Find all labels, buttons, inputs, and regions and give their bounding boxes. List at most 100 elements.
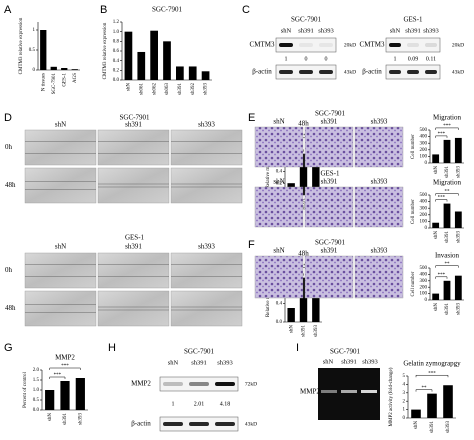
band [163, 382, 183, 386]
lane-label: sh393 [423, 27, 439, 34]
y-axis-label: Cell number [411, 199, 416, 224]
bar [75, 378, 85, 410]
x-tick-label: sh391 [302, 325, 307, 337]
x-tick-label: sh061 [139, 83, 144, 95]
y-tick-label: 300 [420, 206, 428, 211]
y-tick-label: 3 [403, 391, 406, 396]
x-tick-label: AGS [73, 73, 78, 83]
band [279, 70, 293, 74]
band [389, 43, 401, 47]
blot-title: SGC-7901 [184, 348, 214, 356]
micrograph [170, 129, 243, 166]
bar [432, 222, 440, 228]
y-axis-label: MMP2 activity (fold-change) [389, 367, 394, 426]
x-tick-label: sh393 [314, 325, 319, 337]
band-size: 20kD [452, 42, 464, 48]
sig-label: ** [301, 134, 307, 139]
band-ratio: 4.18 [220, 401, 231, 407]
bar [50, 66, 57, 70]
bar [188, 66, 197, 80]
y-tick-label: 200 [420, 148, 428, 153]
micrograph [170, 290, 243, 327]
zymogram-band [361, 390, 377, 393]
sig-bracket [435, 193, 459, 196]
x-tick-label: sh393 [78, 413, 83, 425]
sig-label: ** [301, 264, 307, 269]
sig-bracket [435, 276, 448, 279]
micrograph [304, 186, 354, 228]
panel-label: B [100, 4, 107, 16]
band [407, 43, 419, 47]
bar [124, 31, 133, 81]
panel-title: GES-1 [125, 234, 145, 242]
y-tick-label: 0.4 [276, 170, 283, 175]
sig-label: ** [445, 190, 451, 195]
sig-label: *** [428, 371, 436, 376]
bar [432, 293, 440, 300]
lane-label: shN [168, 359, 179, 366]
chart-title: 48h [298, 250, 309, 258]
band [215, 422, 235, 426]
chart-title: SGC-7901 [152, 6, 182, 14]
micrograph [97, 167, 170, 204]
sig-bracket [435, 265, 459, 268]
panel-label: A [4, 4, 12, 16]
x-tick-label: shN [289, 325, 294, 333]
sig-label: *** [61, 364, 69, 369]
y-tick-label: 100 [420, 220, 428, 225]
bar [201, 71, 210, 80]
x-tick-label: SGC-7901 [52, 73, 57, 95]
x-tick-label: sh391 [302, 198, 307, 210]
y-tick-label: 1.0 [113, 30, 120, 35]
sig-label: ** [422, 386, 428, 391]
micrograph [24, 129, 97, 166]
panel-title: SGC-7901 [315, 110, 345, 118]
bar [40, 30, 47, 70]
y-tick-label: 200 [420, 213, 428, 218]
chart-title: Migration [433, 114, 461, 122]
row-label: 48h [5, 304, 16, 312]
bar [45, 390, 55, 410]
band-label: β-actin [131, 420, 151, 428]
micrograph [304, 255, 354, 299]
band-size: 43kD [245, 421, 257, 427]
band-ratio: 0 [325, 56, 328, 62]
band [279, 43, 293, 47]
sig-label: *** [438, 196, 446, 201]
sig-bracket [49, 367, 81, 370]
bar [411, 409, 421, 418]
x-tick-label: shN [48, 413, 53, 421]
x-tick-label: sh062 [152, 83, 157, 95]
blot-title: SGC-7901 [291, 16, 321, 24]
panel-label: I [296, 342, 299, 354]
chart-title: 48h [298, 120, 309, 128]
y-tick-label: 100 [420, 292, 428, 297]
sig-label: *** [443, 124, 451, 129]
sig-bracket [415, 389, 433, 392]
bar [443, 139, 451, 163]
band [189, 382, 209, 386]
x-tick-label: shN [414, 421, 419, 429]
band-size: 72kD [245, 381, 257, 387]
chart-title: Gelatin zymograpgy [403, 360, 461, 368]
blot-frame [385, 37, 441, 53]
lane-label: sh391 [298, 27, 314, 34]
x-tick-label: sh393 [204, 83, 209, 95]
band-ratio: 0 [305, 56, 308, 62]
y-tick-label: 1.0 [33, 388, 40, 393]
sig-bracket [415, 374, 449, 378]
chart-title: Migration [433, 179, 461, 187]
micrograph [24, 252, 97, 289]
bar [443, 385, 453, 418]
lane-label: sh391 [341, 358, 357, 365]
lane-label: sh391 [191, 359, 207, 366]
y-tick-label: 0.0 [276, 320, 283, 325]
y-tick-label: 0.6 [113, 49, 120, 54]
y-tick-label: 300 [420, 279, 428, 284]
column-label: sh391 [321, 118, 338, 126]
y-tick-label: 4 [403, 383, 406, 388]
bar [312, 284, 320, 322]
x-tick-label: sh393 [456, 303, 461, 315]
bar [454, 137, 462, 163]
panel-label: D [4, 112, 12, 124]
